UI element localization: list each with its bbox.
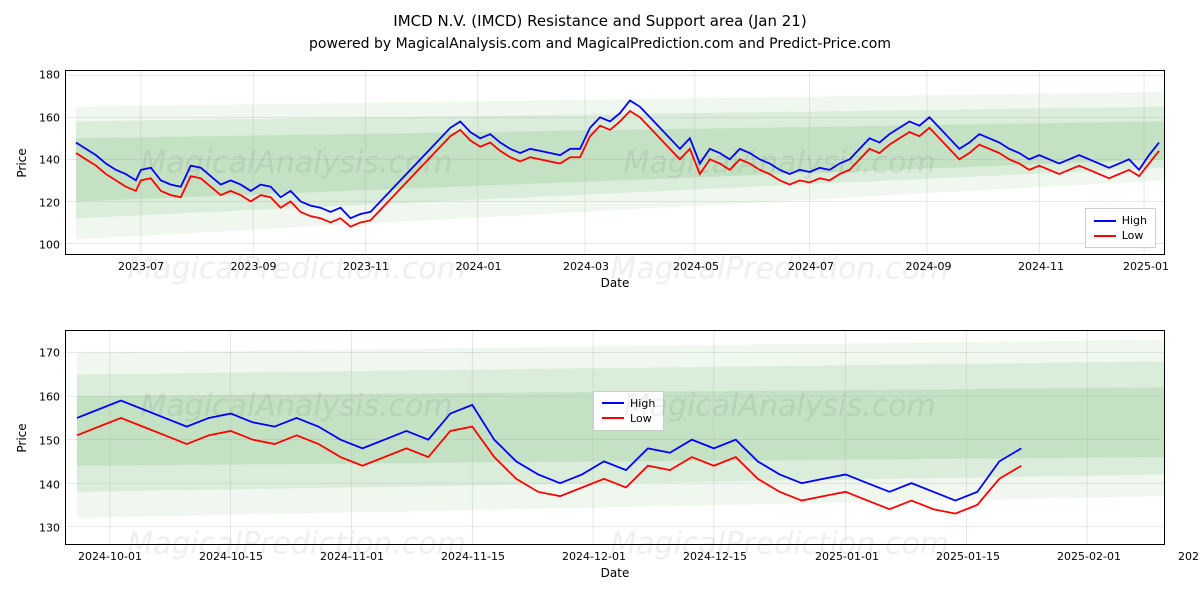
x-tick-label: 2023-11: [343, 254, 389, 273]
chart-subtitle: powered by MagicalAnalysis.com and Magic…: [0, 36, 1200, 52]
bottom-chart-plot: [66, 331, 1164, 544]
x-tick-label: 2024-01: [456, 254, 502, 273]
top-chart: Price Date High Low 1001201401601802023-…: [65, 70, 1165, 255]
x-tick-label: 2024-10-15: [199, 544, 263, 563]
y-tick-label: 170: [39, 346, 66, 359]
x-tick-label: 2024-09: [906, 254, 952, 273]
legend-swatch-high: [1094, 220, 1116, 222]
y-tick-label: 160: [39, 390, 66, 403]
legend-row-low: Low: [1094, 228, 1147, 243]
watermark: MagicalPrediction.com: [610, 251, 949, 286]
legend-row-low: Low: [602, 411, 655, 426]
legend-label-low: Low: [630, 412, 652, 425]
x-tick-label: 2025-02-15: [1178, 544, 1200, 563]
legend-row-high: High: [1094, 213, 1147, 228]
legend-swatch-low: [1094, 235, 1116, 237]
x-tick-label: 2025-01-01: [815, 544, 879, 563]
legend-swatch-low: [602, 417, 624, 419]
x-tick-label: 2023-09: [231, 254, 277, 273]
x-tick-label: 2025-01: [1123, 254, 1169, 273]
top-legend: High Low: [1085, 208, 1156, 248]
y-tick-label: 140: [39, 154, 66, 167]
bottom-legend: High Low: [593, 391, 664, 431]
chart-title: IMCD N.V. (IMCD) Resistance and Support …: [0, 12, 1200, 30]
x-tick-label: 2024-05: [673, 254, 719, 273]
x-tick-label: 2024-11-01: [320, 544, 384, 563]
y-tick-label: 150: [39, 434, 66, 447]
x-tick-label: 2024-12-01: [562, 544, 626, 563]
bottom-y-axis-label: Price: [15, 423, 29, 452]
top-x-axis-label: Date: [601, 276, 630, 290]
y-tick-label: 180: [39, 69, 66, 82]
x-tick-label: 2024-10-01: [78, 544, 142, 563]
legend-label-low: Low: [1122, 229, 1144, 242]
bottom-chart-inner: [66, 331, 1164, 544]
bottom-x-axis-label: Date: [601, 566, 630, 580]
x-tick-label: 2024-03: [563, 254, 609, 273]
x-tick-label: 2024-07: [788, 254, 834, 273]
x-tick-label: 2025-01-15: [936, 544, 1000, 563]
x-tick-label: 2025-02-01: [1057, 544, 1121, 563]
legend-label-high: High: [1122, 214, 1147, 227]
top-chart-inner: [66, 71, 1164, 254]
y-tick-label: 100: [39, 239, 66, 252]
legend-label-high: High: [630, 397, 655, 410]
y-tick-label: 120: [39, 196, 66, 209]
watermark: MagicalPrediction.com: [127, 251, 466, 286]
top-chart-plot: [66, 71, 1164, 254]
y-tick-label: 140: [39, 478, 66, 491]
x-tick-label: 2024-11: [1018, 254, 1064, 273]
legend-swatch-high: [602, 402, 624, 404]
bottom-chart: Price Date High Low 1301401501601702024-…: [65, 330, 1165, 545]
x-tick-label: 2023-07: [118, 254, 164, 273]
legend-row-high: High: [602, 396, 655, 411]
y-tick-label: 130: [39, 522, 66, 535]
x-tick-label: 2024-11-15: [441, 544, 505, 563]
top-y-axis-label: Price: [15, 148, 29, 177]
y-tick-label: 160: [39, 111, 66, 124]
x-tick-label: 2024-12-15: [683, 544, 747, 563]
